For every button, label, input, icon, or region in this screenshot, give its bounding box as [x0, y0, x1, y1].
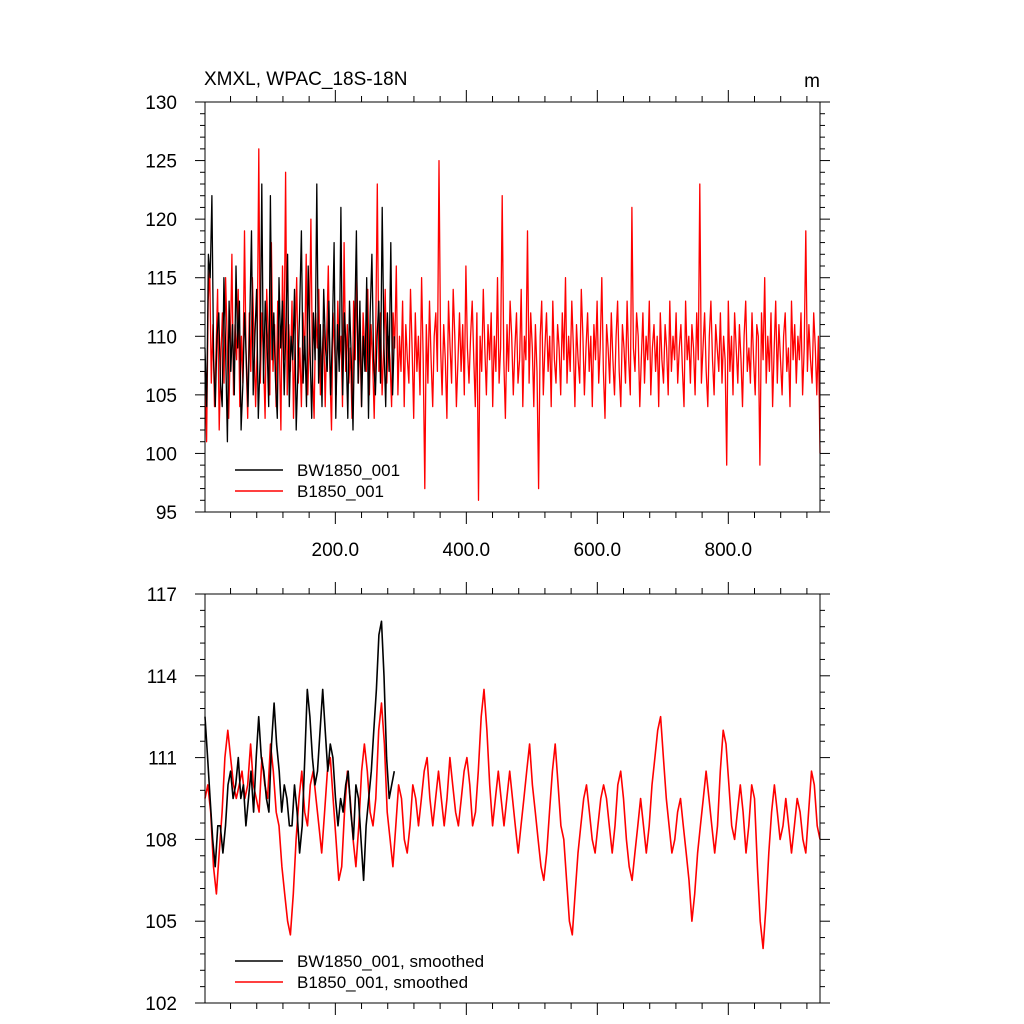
top-chart-panel: 95 100 105 110 115 120 125 130 200.0 400.0 600.0 80…	[145, 69, 830, 561]
top-ytick-label: 120	[145, 210, 177, 231]
chart-title: XMXL, WPAC_18S-18N	[204, 69, 407, 90]
bottom-series-line-0	[204, 620, 396, 882]
bottom-ytick-label: 111	[148, 749, 177, 770]
top-ytick-label: 105	[145, 386, 177, 407]
top-ytick-label: 115	[147, 269, 177, 290]
legend-label-b1850-smoothed: B1850_001, smoothed	[297, 973, 468, 992]
legend-label-bw1850: BW1850_001	[297, 461, 400, 480]
top-series-line-0	[204, 183, 395, 443]
bottom-chart-legend: BW1850_001, smoothed B1850_001, smoothed	[235, 952, 484, 992]
top-chart-ticks: 95 100 105 110 115 120 125 130 200.0 400.0 600.0 80…	[145, 90, 830, 561]
top-xtick-label: 600.0	[574, 540, 622, 561]
top-ytick-label: 95	[156, 503, 177, 524]
top-chart-legend: BW1850_001 B1850_001	[235, 461, 400, 501]
bottom-ytick-label: 102	[145, 994, 177, 1015]
units-label: m	[804, 71, 820, 92]
bottom-series-line-1	[204, 688, 821, 950]
top-xtick-label: 200.0	[312, 540, 360, 561]
bottom-chart-frame	[204, 593, 821, 1004]
bottom-chart-series	[204, 620, 821, 950]
top-xtick-label: 800.0	[705, 540, 753, 561]
bottom-chart-panel: 102 105 108 111 114 117 BW1850_001, smoothed …	[145, 582, 830, 1015]
top-ytick-label: 130	[145, 93, 177, 114]
top-ytick-label: 100	[145, 444, 177, 465]
top-chart-frame	[204, 101, 821, 513]
top-xtick-label: 400.0	[443, 540, 491, 561]
top-ytick-label: 110	[147, 327, 177, 348]
bottom-ytick-label: 114	[147, 667, 178, 688]
top-chart-series	[204, 148, 821, 501]
bottom-chart-ticks: 102 105 108 111 114 117	[145, 582, 830, 1015]
legend-label-b1850: B1850_001	[297, 482, 384, 501]
bottom-ytick-label: 105	[145, 912, 177, 933]
legend-label-bw1850-smoothed: BW1850_001, smoothed	[297, 952, 484, 971]
top-ytick-label: 125	[145, 152, 177, 173]
bottom-ytick-label: 117	[147, 585, 177, 606]
bottom-ytick-label: 108	[145, 830, 177, 851]
